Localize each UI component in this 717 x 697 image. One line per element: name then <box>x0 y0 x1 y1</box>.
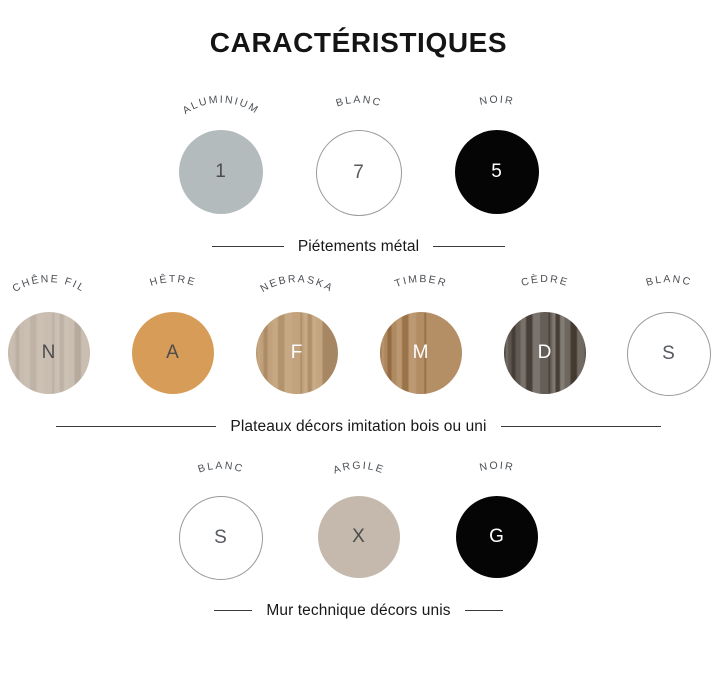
divider-rule-left <box>56 426 217 428</box>
swatch-label-text: TIMBER <box>393 273 447 290</box>
swatch-nebraska[interactable]: NEBRASKA F <box>250 273 344 394</box>
swatch-code: S <box>662 343 675 365</box>
swatch-blanc-plateau[interactable]: BLANC S <box>622 273 716 396</box>
swatch-label-arc: BLANC <box>334 93 383 109</box>
swatch-argile[interactable]: ARGILE X <box>304 459 414 578</box>
section-caption-text: Piétements métal <box>297 237 420 255</box>
swatch-label-text: ARGILE <box>331 459 384 476</box>
swatch-label-arc: BLANC <box>196 459 245 475</box>
swatch-label-text: NOIR <box>478 459 513 473</box>
divider-rule-left <box>214 610 253 612</box>
swatch-aluminium[interactable]: ALUMINIUM 1 <box>166 93 276 214</box>
section-caption-text: Mur technique décors unis <box>266 601 451 619</box>
svg-text:HÊTRE: HÊTRE <box>148 272 197 289</box>
swatch-label-text: CHÊNE FIL <box>10 272 85 294</box>
section-caption-metal: Piétements métal <box>0 238 717 256</box>
swatch-chene-fil[interactable]: CHÊNE FIL N <box>2 272 96 394</box>
swatch-hetre[interactable]: HÊTRE A <box>126 272 220 394</box>
svg-text:ALUMINIUM: ALUMINIUM <box>180 93 261 116</box>
swatch-code: N <box>41 342 56 364</box>
svg-text:BLANC: BLANC <box>334 93 383 109</box>
svg-text:NOIR: NOIR <box>478 459 515 473</box>
swatch-label-arc: ARGILE <box>331 459 386 476</box>
divider-rule-right <box>464 610 503 612</box>
swatch-circle[interactable]: S <box>178 495 263 580</box>
swatch-label-text: CÈDRE <box>519 272 568 289</box>
swatch-label-arc: NOIR <box>478 93 515 107</box>
svg-text:CHÊNE FIL: CHÊNE FIL <box>10 272 87 294</box>
swatch-label-text: NEBRASKA <box>258 273 334 295</box>
swatch-label-arc: CHÊNE FIL <box>10 272 85 294</box>
section-plateaux-decors: CHÊNE FIL N HÊTRE A NEBRASKA F <box>0 272 717 436</box>
section-caption-wood: Plateaux décors imitation bois ou uni <box>0 418 717 436</box>
swatch-noir-mur[interactable]: NOIR G <box>442 459 552 578</box>
divider-rule-right <box>433 246 506 248</box>
swatch-circle[interactable]: 5 <box>454 129 539 214</box>
swatch-code: A <box>166 342 179 364</box>
swatch-circle[interactable]: 7 <box>315 129 402 216</box>
swatch-blanc-mur[interactable]: BLANC S <box>166 459 276 580</box>
swatch-label-arc: ALUMINIUM <box>180 93 261 116</box>
swatch-circle[interactable]: G <box>455 495 538 578</box>
swatch-code: D <box>537 342 552 364</box>
swatch-timber[interactable]: TIMBER M <box>374 273 468 394</box>
swatch-label-arc: NEBRASKA <box>258 273 334 295</box>
swatch-label-arc: CÈDRE <box>519 272 568 289</box>
swatch-label-arc: HÊTRE <box>148 272 195 289</box>
svg-text:ARGILE: ARGILE <box>331 459 386 476</box>
swatch-label-arc: NOIR <box>478 459 515 473</box>
swatch-row-metal: ALUMINIUM 1 BLANC 7 NOIR 5 <box>0 93 717 216</box>
swatch-circle[interactable]: N <box>7 311 90 394</box>
swatch-circle[interactable]: D <box>503 311 586 394</box>
section-caption-text: Plateaux décors imitation bois ou uni <box>230 417 487 435</box>
section-pietements-metal: ALUMINIUM 1 BLANC 7 NOIR 5 <box>0 93 717 256</box>
swatch-label-text: BLANC <box>334 93 381 109</box>
swatch-circle[interactable]: 1 <box>178 129 263 214</box>
swatch-code: G <box>489 526 504 548</box>
svg-text:NOIR: NOIR <box>478 93 515 107</box>
swatch-circle[interactable]: X <box>317 495 400 578</box>
swatch-blanc-metal[interactable]: BLANC 7 <box>304 93 414 216</box>
swatch-code: S <box>214 527 227 549</box>
swatch-label-text: BLANC <box>644 273 691 289</box>
divider-rule-left <box>211 246 284 248</box>
swatch-circle[interactable]: S <box>626 311 711 396</box>
svg-text:TIMBER: TIMBER <box>393 273 449 290</box>
swatch-label-text: ALUMINIUM <box>180 93 259 116</box>
swatch-label-text: HÊTRE <box>148 272 195 289</box>
swatch-noir-metal[interactable]: NOIR 5 <box>442 93 552 214</box>
section-caption-wall: Mur technique décors unis <box>0 602 717 620</box>
swatch-label-arc: BLANC <box>644 273 691 289</box>
swatch-circle[interactable]: M <box>379 311 462 394</box>
swatch-label-text: BLANC <box>196 459 243 475</box>
swatch-row-wall: BLANC S ARGILE X NOIR G <box>0 459 717 580</box>
swatch-code: M <box>412 342 429 364</box>
page-title: CARACTÉRISTIQUES <box>209 27 508 58</box>
swatch-label-arc: TIMBER <box>393 273 447 290</box>
swatch-label-text: NOIR <box>478 93 513 107</box>
swatch-code: 1 <box>215 161 226 183</box>
swatch-code: 5 <box>491 161 502 183</box>
swatch-code: X <box>352 526 365 548</box>
swatch-code: 7 <box>353 162 364 184</box>
swatch-row-wood: CHÊNE FIL N HÊTRE A NEBRASKA F <box>0 272 717 396</box>
svg-text:NEBRASKA: NEBRASKA <box>258 273 335 295</box>
swatch-cedre[interactable]: CÈDRE D <box>498 272 592 394</box>
swatch-circle[interactable]: A <box>131 311 214 394</box>
swatch-circle[interactable]: F <box>255 311 338 394</box>
svg-text:CÈDRE: CÈDRE <box>519 272 570 289</box>
section-mur-technique: BLANC S ARGILE X NOIR G <box>0 459 717 620</box>
divider-rule-right <box>500 426 661 428</box>
swatch-code: F <box>290 342 303 364</box>
svg-text:BLANC: BLANC <box>196 459 245 475</box>
svg-text:BLANC: BLANC <box>644 273 693 289</box>
